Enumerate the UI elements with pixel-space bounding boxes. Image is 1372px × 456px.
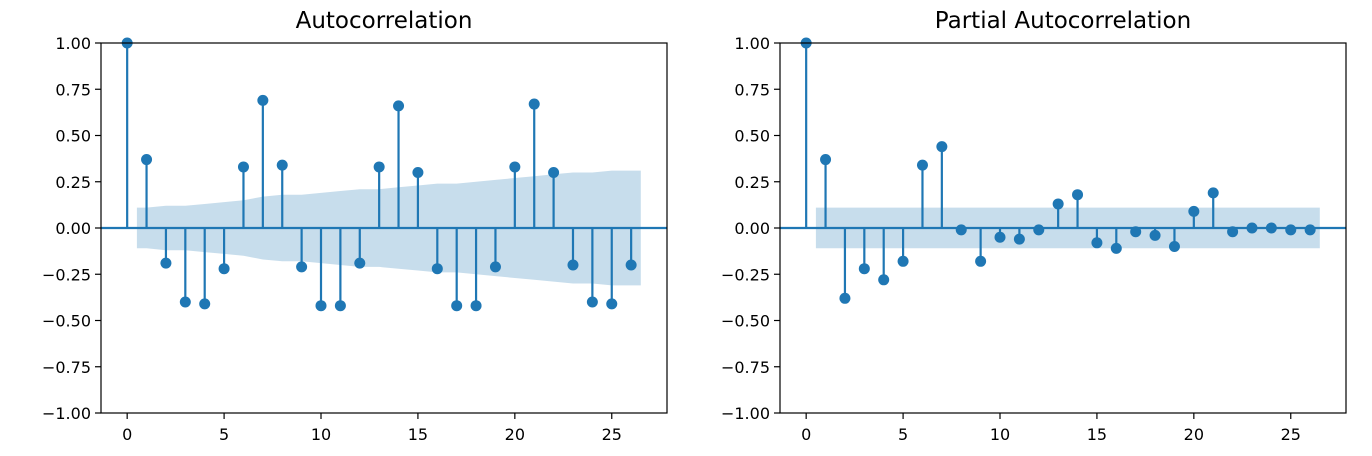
stem-marker-lag-17 <box>1130 226 1142 238</box>
y-tick-label: −0.50 <box>42 312 91 331</box>
stem-marker-lag-5 <box>218 263 230 275</box>
stem-marker-lag-15 <box>1091 237 1103 249</box>
y-tick-label: −1.00 <box>42 404 91 423</box>
stem-marker-lag-16 <box>431 263 443 275</box>
stem-marker-lag-22 <box>548 167 560 178</box>
stem-marker-lag-21 <box>528 98 540 110</box>
stem-marker-lag-18 <box>1149 229 1161 241</box>
stem-marker-lag-5 <box>897 255 909 267</box>
y-tick-label: 0.00 <box>55 219 91 238</box>
stem-marker-lag-26 <box>1304 224 1316 236</box>
stem-marker-lag-6 <box>916 159 928 171</box>
stem-marker-lag-8 <box>276 159 288 171</box>
stem-marker-lag-26 <box>625 259 637 271</box>
stem-marker-lag-1 <box>141 154 153 166</box>
y-tick-label: −0.25 <box>42 265 91 284</box>
y-tick-label: −1.00 <box>721 404 770 423</box>
stem-marker-lag-17 <box>451 300 463 312</box>
y-tick-label: 0.75 <box>734 80 770 99</box>
stem-marker-lag-18 <box>470 300 482 312</box>
stem-marker-lag-3 <box>179 296 191 308</box>
stem-marker-lag-25 <box>1285 224 1297 236</box>
x-tick-label: 25 <box>602 425 622 444</box>
stem-marker-lag-20 <box>1188 205 1200 217</box>
stem-marker-lag-1 <box>820 154 832 166</box>
stem-marker-lag-11 <box>334 300 346 312</box>
y-tick-label: 1.00 <box>734 34 770 53</box>
stem-marker-lag-9 <box>296 261 308 273</box>
y-tick-label: 0.75 <box>55 80 91 99</box>
stem-marker-lag-10 <box>994 231 1006 243</box>
stem-marker-lag-21 <box>1207 187 1219 199</box>
stem-marker-lag-22 <box>1227 226 1239 238</box>
stem-marker-lag-19 <box>1168 241 1180 252</box>
stem-marker-lag-23 <box>567 259 579 271</box>
stem-marker-lag-24 <box>1265 222 1277 234</box>
stem-marker-lag-3 <box>858 263 870 275</box>
autocorrelation-panel: Autocorrelation 0 5 10 15 20 25 −1.00 −0.75 −0.5… <box>42 8 668 444</box>
y-tick-label: −0.75 <box>721 358 770 377</box>
y-tick-label: 0.00 <box>734 219 770 238</box>
stem-marker-lag-9 <box>975 255 987 267</box>
x-tick-label: 0 <box>122 425 132 444</box>
x-tick-label: 10 <box>990 425 1010 444</box>
y-tick-label: 0.25 <box>55 173 91 192</box>
y-tick-label: 0.50 <box>55 127 91 146</box>
x-tick-label: 10 <box>311 425 331 444</box>
x-tick-label: 20 <box>505 425 525 444</box>
y-tick-label: 0.50 <box>734 127 770 146</box>
x-tick-label: 15 <box>408 425 428 444</box>
y-tick-label: −0.75 <box>42 358 91 377</box>
stem-marker-lag-23 <box>1246 222 1258 234</box>
stem-marker-lag-24 <box>586 296 598 308</box>
x-tick-label: 15 <box>1087 425 1107 444</box>
x-tick-label: 25 <box>1281 425 1301 444</box>
stem-marker-lag-13 <box>373 161 385 173</box>
partial-autocorrelation-panel: Partial Autocorrelation 0 5 10 15 20 25 −1.00 −… <box>721 8 1347 444</box>
stem-marker-lag-7 <box>936 141 948 153</box>
stem-marker-lag-10 <box>315 300 327 312</box>
y-tick-label: −0.25 <box>721 265 770 284</box>
x-tick-label: 0 <box>801 425 811 444</box>
stem-marker-lag-2 <box>160 257 172 269</box>
stem-marker-lag-11 <box>1013 233 1025 245</box>
stem-marker-lag-16 <box>1110 242 1122 254</box>
x-tick-label: 5 <box>219 425 229 444</box>
stem-marker-lag-20 <box>509 161 521 173</box>
stem-marker-lag-14 <box>1072 189 1084 201</box>
stem-marker-lag-4 <box>878 274 890 286</box>
stem-marker-lag-12 <box>1033 224 1045 236</box>
stem-marker-lag-25 <box>606 298 618 310</box>
stem-marker-lag-15 <box>412 167 424 178</box>
stem-marker-lag-12 <box>354 257 366 269</box>
stem-marker-lag-2 <box>839 292 851 304</box>
stem-marker-lag-6 <box>237 161 249 173</box>
stem-marker-lag-8 <box>955 224 967 236</box>
stem-marker-lag-7 <box>257 94 269 106</box>
stem-marker-lag-14 <box>393 100 405 112</box>
stem-marker-lag-19 <box>489 261 501 273</box>
partial-autocorrelation-title: Partial Autocorrelation <box>935 8 1191 34</box>
stem-marker-lag-4 <box>199 298 211 310</box>
y-tick-label: 1.00 <box>55 34 91 53</box>
autocorrelation-title: Autocorrelation <box>296 8 473 34</box>
x-tick-label: 5 <box>898 425 908 444</box>
stem-marker-lag-13 <box>1052 198 1064 210</box>
y-tick-label: 0.25 <box>734 173 770 192</box>
y-tick-label: −0.50 <box>721 312 770 331</box>
x-tick-label: 20 <box>1184 425 1204 444</box>
